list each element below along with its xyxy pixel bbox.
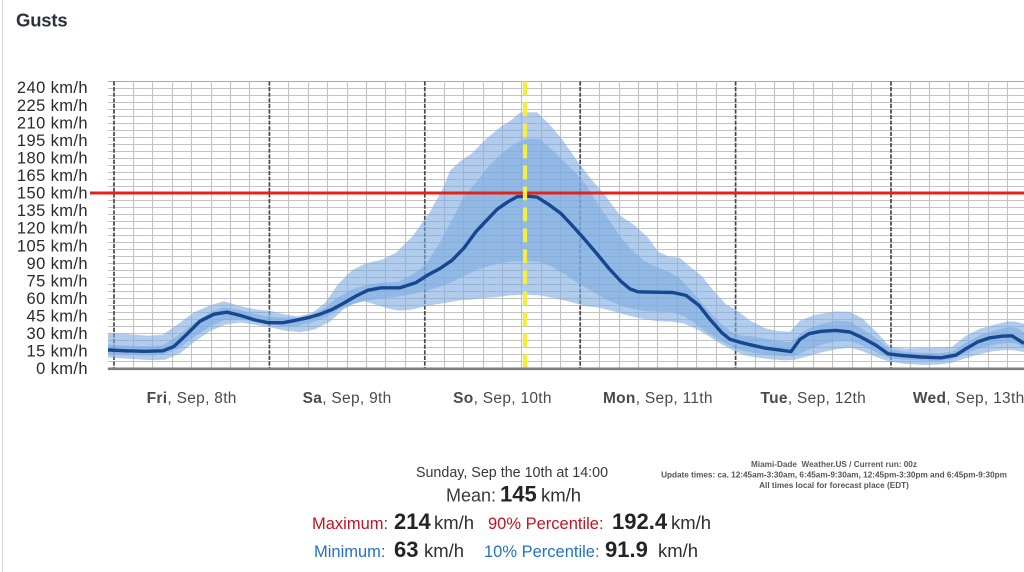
svg-text:km/h: km/h <box>658 540 698 561</box>
svg-text:90 km/h: 90 km/h <box>27 255 89 273</box>
svg-text:km/h: km/h <box>541 485 581 506</box>
svg-text:15 km/h: 15 km/h <box>27 343 89 361</box>
svg-text:km/h: km/h <box>671 512 711 533</box>
svg-text:Sa, Sep, 9th: Sa, Sep, 9th <box>303 390 392 407</box>
svg-text:225 km/h: 225 km/h <box>17 97 88 115</box>
svg-text:Sunday, Sep the 10th at 14:00: Sunday, Sep the 10th at 14:00 <box>416 465 608 481</box>
svg-text:192.4: 192.4 <box>612 509 668 534</box>
svg-text:150 km/h: 150 km/h <box>17 185 88 203</box>
svg-text:240 km/h: 240 km/h <box>17 79 88 97</box>
svg-text:km/h: km/h <box>424 540 464 561</box>
svg-text:105 km/h: 105 km/h <box>17 237 88 255</box>
svg-text:60 km/h: 60 km/h <box>27 290 89 308</box>
svg-text:30 km/h: 30 km/h <box>27 325 89 343</box>
svg-text:Update times: ca. 12:45am-3:30: Update times: ca. 12:45am-3:30am, 6:45am… <box>661 471 1007 480</box>
svg-text:135 km/h: 135 km/h <box>17 202 88 220</box>
svg-text:Miami-Dade Weather.US / Curre: Miami-Dade Weather.US / Current run: 00z <box>751 460 917 469</box>
svg-text:75 km/h: 75 km/h <box>27 272 89 290</box>
svg-text:All times local for forecast p: All times local for forecast place (EDT) <box>759 481 909 490</box>
svg-text:145: 145 <box>500 482 537 507</box>
svg-text:165 km/h: 165 km/h <box>17 167 88 185</box>
svg-text:Minimum:: Minimum: <box>314 543 386 561</box>
svg-text:90% Percentile:: 90% Percentile: <box>488 515 604 533</box>
svg-text:10% Percentile:: 10% Percentile: <box>484 543 600 561</box>
svg-text:45 km/h: 45 km/h <box>27 308 89 326</box>
svg-text:210 km/h: 210 km/h <box>17 114 88 132</box>
svg-text:Mon, Sep, 11th: Mon, Sep, 11th <box>603 390 713 407</box>
svg-text:Tue, Sep, 12th: Tue, Sep, 12th <box>761 390 867 407</box>
svg-text:120 km/h: 120 km/h <box>17 220 88 238</box>
svg-text:0 km/h: 0 km/h <box>36 360 88 378</box>
svg-text:Fri, Sep, 8th: Fri, Sep, 8th <box>147 390 237 407</box>
svg-text:km/h: km/h <box>434 512 474 533</box>
svg-text:Maximum:: Maximum: <box>312 515 388 533</box>
svg-text:63: 63 <box>394 537 418 562</box>
svg-text:Gusts: Gusts <box>16 10 67 31</box>
svg-text:91.9: 91.9 <box>605 537 648 562</box>
svg-text:195 km/h: 195 km/h <box>17 132 88 150</box>
svg-text:So, Sep, 10th: So, Sep, 10th <box>453 390 552 407</box>
svg-text:Wed, Sep, 13th: Wed, Sep, 13th <box>913 390 1024 407</box>
svg-text:214: 214 <box>394 509 431 534</box>
svg-text:Mean:: Mean: <box>446 486 496 506</box>
svg-text:180 km/h: 180 km/h <box>17 150 88 168</box>
